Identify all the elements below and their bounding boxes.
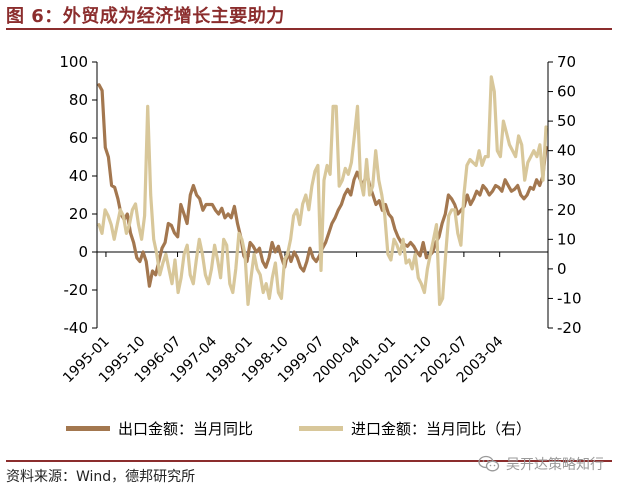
right-tick-label: 0 [557,260,567,278]
series-layer [97,75,548,306]
legend-label-export: 出口金额：当月同比 [118,420,254,438]
right-tick-label: 70 [557,53,576,71]
watermark: 吴开达策略知行 [478,454,604,474]
right-tick-label: -10 [557,289,582,307]
right-tick-label: -20 [557,319,582,337]
watermark-text: 吴开达策略知行 [506,457,604,473]
right-tick-label: 40 [557,142,576,160]
legend: 出口金额：当月同比 进口金额：当月同比（右） [66,418,531,439]
legend-item-import: 进口金额：当月同比（右） [299,418,531,439]
left-axis: -40 -20 0 20 40 60 80 100 [59,53,98,337]
left-tick-label: 20 [69,205,88,223]
footer-divider [6,460,612,462]
left-tick-label: 100 [59,53,88,71]
right-axis: -20 -10 0 10 20 30 40 50 60 70 [547,53,582,337]
legend-item-export: 出口金额：当月同比 [66,418,253,439]
wechat-icon [478,455,500,472]
source-note: 资料来源：Wind，德邦研究所 [6,469,196,485]
right-tick-label: 60 [557,83,576,101]
legend-label-import: 进口金额：当月同比（右） [351,420,532,438]
legend-swatch-import [299,426,344,431]
right-tick-label: 30 [557,171,576,189]
left-tick-label: 80 [69,91,88,109]
right-tick-label: 10 [557,230,576,248]
line-chart: -40 -20 0 20 40 60 80 100 -20 -10 0 10 20 30 40 50 60 70… [59,53,582,386]
right-tick-label: 50 [557,112,576,130]
left-tick-label: -20 [64,281,89,299]
series-line-import [97,75,548,306]
left-tick-label: 60 [69,129,88,147]
legend-swatch-export [66,426,110,431]
title-divider [6,28,612,30]
right-tick-label: 20 [557,201,576,219]
chart-title: 图 6：外贸成为经济增长主要助力 [6,6,285,27]
left-tick-label: 0 [78,243,88,261]
left-tick-label: -40 [64,319,89,337]
left-tick-label: 40 [69,167,88,185]
